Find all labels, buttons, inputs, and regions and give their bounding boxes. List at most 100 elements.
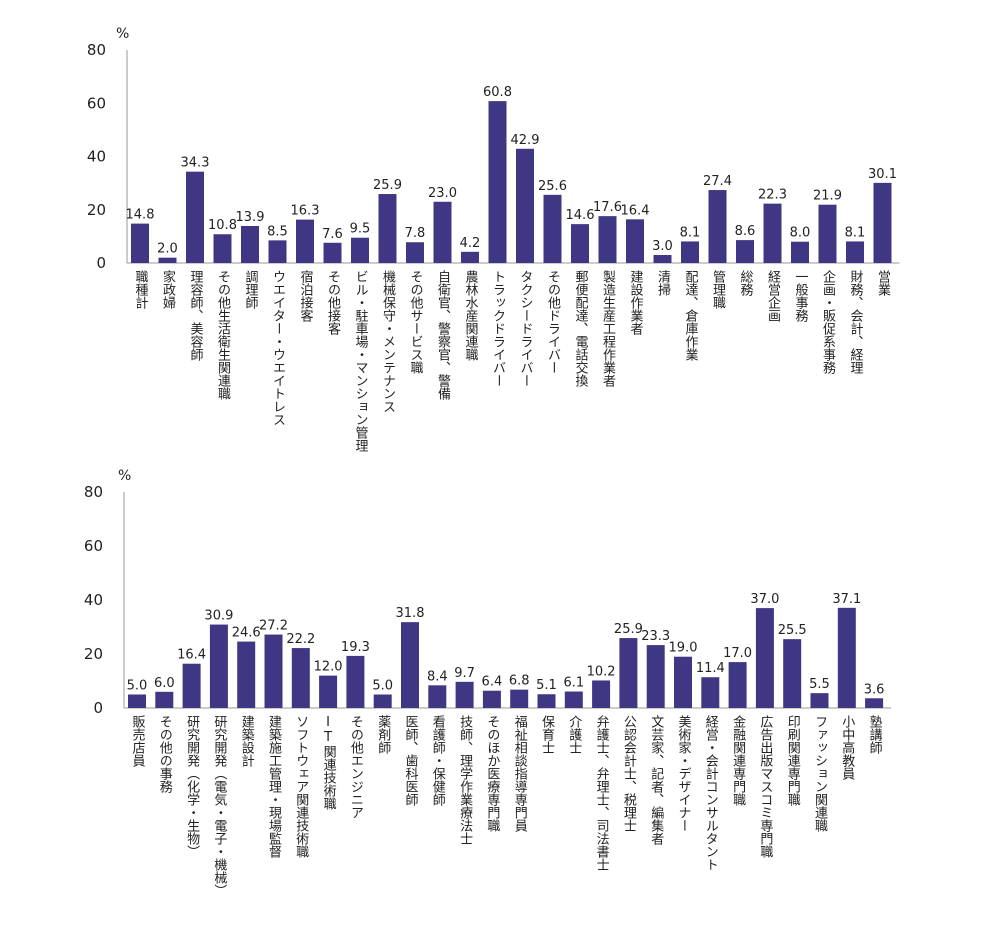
data-label: 11.4 — [696, 661, 725, 676]
category-label: 看護師・保健師 — [430, 714, 446, 807]
data-label: 13.9 — [236, 210, 265, 225]
category-label: 一般事務 — [793, 270, 809, 323]
data-label: 25.6 — [538, 179, 567, 194]
data-label: 3.6 — [864, 682, 885, 697]
bar — [378, 194, 397, 263]
data-label: 6.0 — [154, 676, 175, 691]
bar — [455, 681, 474, 708]
bar — [433, 201, 452, 263]
bar — [323, 242, 342, 263]
data-label: 9.7 — [454, 666, 475, 681]
bar — [592, 680, 611, 708]
data-label: 60.8 — [483, 85, 512, 100]
data-label: 10.8 — [208, 218, 237, 233]
category-label: 総務 — [738, 270, 754, 297]
data-label: 7.8 — [405, 226, 426, 241]
bar — [701, 677, 720, 708]
category-label: その他生活衛生関連職 — [215, 270, 231, 400]
data-label: 2.0 — [157, 242, 178, 257]
bar — [155, 691, 174, 708]
category-label: 建築設計 — [239, 715, 255, 767]
category-label: 塾講師 — [867, 714, 883, 755]
bar — [241, 225, 259, 263]
y-tick-label: 40 — [84, 591, 103, 609]
y-tick-label: 20 — [87, 201, 106, 219]
data-label: 17.0 — [723, 646, 752, 661]
bar — [810, 693, 829, 708]
data-label: 12.0 — [314, 660, 343, 675]
bar — [818, 204, 837, 263]
data-label: 22.3 — [758, 188, 787, 203]
category-label: 研究開発（電気・電子・機械） — [211, 715, 227, 897]
category-label: 薬剤師 — [375, 715, 391, 755]
data-label: 9.5 — [350, 222, 371, 237]
category-label: 機械保守・メンテナンス — [380, 270, 396, 413]
y-unit-label: % — [116, 26, 129, 42]
data-label: 34.3 — [181, 156, 210, 171]
bar — [319, 675, 338, 708]
y-tick-label: 0 — [93, 699, 103, 717]
category-label: トラックドライバー — [490, 270, 506, 387]
data-label: 6.4 — [482, 675, 503, 690]
data-label: 19.3 — [341, 640, 370, 655]
category-label: 企画・販促系事務 — [820, 269, 836, 375]
category-label: 経営・会計コンサルタント — [703, 715, 719, 871]
bar — [461, 251, 479, 263]
chart-panel-2: % 0 20 40 60 80 5.0 販売店員 6.0 その他の事務 16.4 研究開発（化学・生物… — [84, 468, 892, 897]
data-label: 5.0 — [372, 679, 393, 694]
category-label: 宿泊接客 — [298, 269, 314, 323]
category-label: 文芸家、記者、編集者 — [648, 715, 664, 846]
bar — [619, 638, 638, 708]
y-tick-label: 60 — [87, 94, 106, 112]
bar — [158, 257, 177, 263]
bar — [186, 171, 204, 263]
category-label: 医師、歯科医師 — [403, 715, 419, 807]
y-tick-label: 0 — [96, 254, 106, 272]
category-label: 福祉相談指導専門員 — [512, 715, 528, 832]
bar — [543, 194, 562, 263]
data-label: 10.2 — [587, 664, 616, 679]
category-label: 調理師 — [243, 270, 259, 310]
bar — [846, 241, 864, 263]
bar — [728, 662, 747, 708]
category-label: 配達、倉庫作業 — [683, 270, 699, 361]
data-label: 23.0 — [428, 186, 457, 201]
bar — [510, 689, 529, 708]
bar — [268, 240, 287, 263]
data-label: 8.0 — [790, 226, 811, 241]
data-label: 5.1 — [536, 678, 557, 693]
data-label: 30.1 — [868, 167, 897, 182]
bar — [791, 241, 809, 263]
data-label: 23.3 — [641, 629, 670, 644]
category-label: そのほか医療専門職 — [484, 715, 500, 832]
bar — [406, 242, 424, 263]
category-label: その他サービス職 — [408, 270, 424, 374]
bar — [351, 237, 369, 263]
data-label: 31.8 — [396, 606, 425, 621]
data-label: 25.9 — [614, 622, 643, 637]
data-label: 5.0 — [127, 679, 148, 694]
category-label: IT関連技術職 — [321, 715, 337, 810]
category-label: 郵便配達、電話交換 — [573, 270, 589, 388]
y-tick-label: 80 — [87, 41, 106, 59]
category-label: タクシードライバー — [518, 270, 534, 387]
category-label: 経営企画 — [765, 270, 781, 322]
data-label: 16.3 — [291, 204, 320, 219]
bar — [213, 234, 232, 263]
category-label: 研究開発（化学・生物） — [184, 715, 200, 858]
category-label: 農林水産関連職 — [463, 270, 479, 361]
bar — [736, 240, 754, 263]
data-label: 27.4 — [703, 174, 732, 189]
bar — [755, 608, 774, 708]
category-label: ウエイター・ウエイトレス — [270, 270, 285, 426]
bar — [873, 182, 892, 263]
category-label: 美術家・デザイナー — [676, 715, 692, 832]
data-label: 25.5 — [778, 623, 807, 638]
bar — [291, 648, 310, 708]
bar — [182, 663, 201, 708]
category-label: 建築施工管理・現場監督 — [266, 715, 282, 859]
category-label: 清掃 — [655, 270, 671, 296]
bar — [237, 641, 256, 708]
data-label: 3.0 — [652, 239, 673, 254]
